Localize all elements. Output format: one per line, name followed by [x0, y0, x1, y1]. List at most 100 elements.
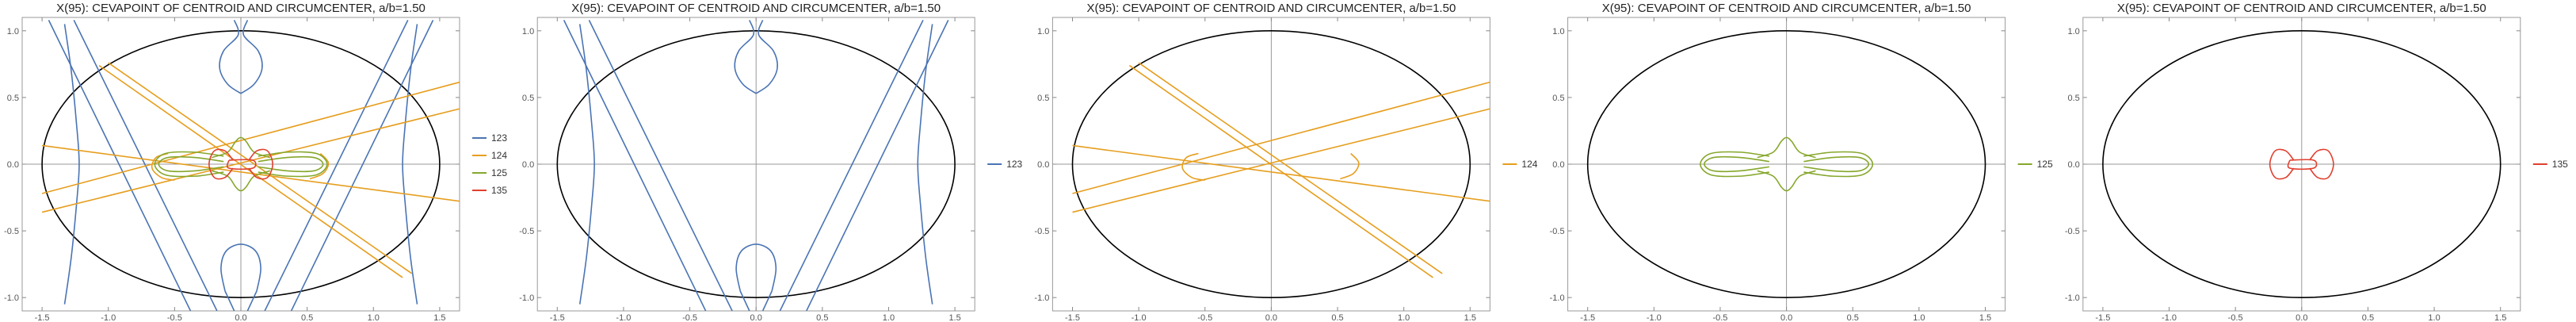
plot-area: [1071, 30, 1490, 298]
curve-123: [734, 20, 757, 94]
curve-123: [588, 20, 733, 311]
x-tick-label: -1.5: [550, 313, 565, 322]
curve-124: [309, 152, 330, 180]
y-tick-label: 0.0: [522, 160, 534, 170]
curve-124: [1340, 152, 1360, 180]
x-tick-label: -1.5: [1065, 313, 1080, 322]
curve-123: [224, 290, 235, 311]
curve-125: [1757, 170, 1816, 192]
x-tick-label: -1.0: [1132, 313, 1147, 322]
x-tick-label: 0.0: [1780, 313, 1792, 322]
curve-123: [735, 243, 777, 291]
x-tick-label: -0.5: [2228, 313, 2243, 322]
x-tick-label: 1.0: [883, 313, 895, 322]
y-tick-label: -1.0: [519, 293, 534, 303]
curve-135: [2269, 148, 2295, 180]
y-tick-label: 0.5: [2068, 94, 2080, 103]
curve-123: [739, 290, 750, 311]
x-tick-label: -1.0: [101, 313, 116, 322]
chart-panel-4: X(95): CEVAPOINT OF CENTROID AND CIRCUMC…: [1550, 2, 2053, 322]
y-tick-label: -0.5: [1034, 227, 1049, 236]
circumellipse: [556, 30, 956, 298]
y-tick-label: -0.5: [2065, 227, 2080, 236]
y-tick-label: 1.0: [7, 27, 19, 36]
x-tick-label: 0.5: [1847, 313, 1859, 322]
x-tick-label: -0.5: [167, 313, 182, 322]
curve-125: [258, 155, 324, 173]
y-tick-label: -1.0: [4, 293, 19, 303]
x-tick-label: 0.0: [1265, 313, 1277, 322]
curve-124: [1181, 152, 1205, 181]
circumellipse: [2102, 30, 2502, 298]
curve-123: [563, 20, 707, 311]
curve-125: [1803, 155, 1870, 173]
x-tick-label: 0.5: [816, 313, 828, 322]
legend-label-124: 124: [1521, 159, 1537, 170]
y-tick-label: -1.0: [2065, 293, 2080, 303]
curve-124: [1128, 64, 1433, 278]
curve-123: [779, 20, 924, 311]
curve-124: [108, 62, 413, 274]
x-tick-label: 0.0: [2296, 313, 2307, 322]
circumellipse: [1586, 30, 1986, 298]
x-tick-label: -1.0: [1647, 313, 1662, 322]
curve-125: [1803, 151, 1874, 178]
curve-125: [1704, 155, 1769, 173]
curve-123: [246, 290, 258, 311]
curve-123: [290, 20, 434, 311]
y-tick-label: -0.5: [4, 227, 19, 236]
curve-123: [264, 20, 409, 311]
x-tick-label: 0.0: [750, 313, 762, 322]
curve-135: [208, 148, 234, 180]
curve-123: [240, 20, 263, 94]
x-tick-label: 1.5: [1464, 313, 1476, 322]
legend-label-123: 123: [491, 132, 507, 144]
curve-135: [226, 159, 257, 171]
curve-124: [151, 152, 175, 181]
chart-panel-3: X(95): CEVAPOINT OF CENTROID AND CIRCUMC…: [1034, 2, 1537, 322]
legend-label-125: 125: [491, 167, 507, 178]
curve-123: [48, 20, 192, 311]
x-tick-label: -1.5: [2095, 313, 2110, 322]
x-tick-label: 0.5: [2362, 313, 2374, 322]
chart-panel-2: X(95): CEVAPOINT OF CENTROID AND CIRCUMC…: [519, 2, 1022, 322]
x-tick-label: 0.5: [1331, 313, 1343, 322]
curve-125: [211, 170, 271, 192]
x-tick-label: -1.5: [35, 313, 50, 322]
curve-123: [220, 243, 261, 291]
y-tick-label: 1.0: [522, 27, 534, 36]
y-tick-label: 0.5: [1552, 94, 1564, 103]
x-tick-label: 1.5: [948, 313, 960, 322]
curve-123: [917, 24, 933, 305]
chart-title: X(95): CEVAPOINT OF CENTROID AND CIRCUMC…: [1087, 2, 1456, 15]
x-tick-label: -0.5: [1712, 313, 1727, 322]
curve-135: [2287, 159, 2318, 171]
chart-title: X(95): CEVAPOINT OF CENTROID AND CIRCUMC…: [56, 2, 426, 15]
x-tick-label: -1.0: [616, 313, 631, 322]
legend-label-123: 123: [1006, 159, 1022, 170]
curve-123: [761, 290, 773, 311]
curve-124: [1072, 81, 1490, 194]
x-tick-label: 1.5: [433, 313, 445, 322]
x-tick-label: 1.0: [2428, 313, 2440, 322]
y-tick-label: 0.5: [1037, 94, 1049, 103]
x-tick-label: 1.0: [1913, 313, 1925, 322]
chart-panel-1: X(95): CEVAPOINT OF CENTROID AND CIRCUMC…: [4, 2, 507, 322]
y-tick-label: 1.0: [2068, 27, 2080, 36]
curve-123: [755, 20, 778, 94]
legend-label-124: 124: [491, 150, 507, 161]
curve-135: [2309, 148, 2334, 180]
curve-123: [219, 20, 242, 94]
chart-title: X(95): CEVAPOINT OF CENTROID AND CIRCUMC…: [571, 2, 941, 15]
curve-123: [63, 24, 80, 305]
curve-125: [211, 136, 271, 159]
curve-125: [258, 151, 328, 178]
x-tick-label: 0.5: [301, 313, 313, 322]
plot-area: [2102, 30, 2502, 298]
curve-125: [1757, 136, 1816, 159]
plot-area: [556, 20, 956, 311]
circumellipse: [41, 30, 441, 298]
y-tick-label: 1.0: [1552, 27, 1564, 36]
x-tick-label: -0.5: [682, 313, 697, 322]
